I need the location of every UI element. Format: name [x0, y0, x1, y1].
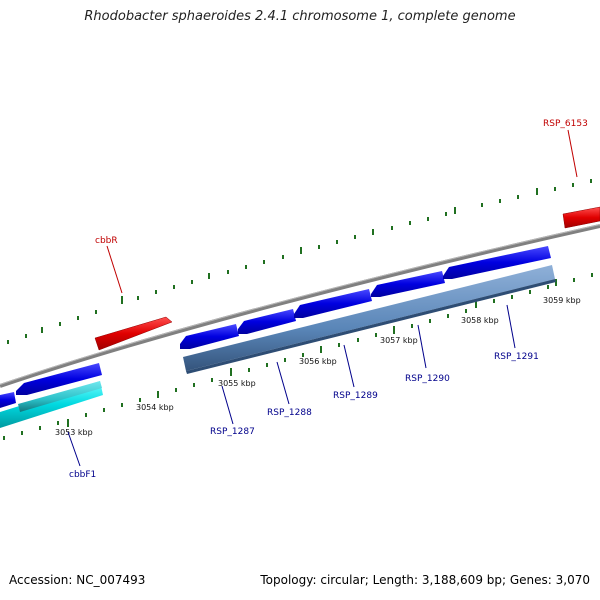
label-cbbr: cbbR [95, 236, 118, 246]
outer-scale-ticks [7, 179, 592, 344]
label-rsp-1291: RSP_1291 [494, 352, 539, 362]
map-title: Rhodobacter sphaeroides 2.4.1 chromosome… [84, 9, 516, 24]
gene-cbbp[interactable] [16, 363, 102, 395]
gene-rsp-1287[interactable] [180, 324, 239, 349]
gene-rsp-6153[interactable] [562, 206, 600, 229]
accession-label: Accession: NC_007493 [9, 573, 146, 587]
chromosome-backbone [0, 224, 600, 388]
scale-label-3056: 3056 kbp [299, 357, 337, 366]
label-cbbf1: cbbF1 [69, 470, 96, 480]
label-rsp-1287: RSP_1287 [210, 427, 255, 437]
cds-band-track [0, 265, 556, 428]
scale-label-3059: 3059 kbp [543, 296, 581, 305]
label-rsp-1290: RSP_1290 [405, 374, 450, 384]
label-rsp-6153: RSP_6153 [543, 119, 588, 129]
gene-rsp-1288[interactable] [238, 309, 296, 334]
inner-scale-ticks [3, 273, 593, 440]
scale-label-3055: 3055 kbp [218, 379, 256, 388]
gene-cbbr[interactable] [94, 316, 173, 351]
label-leaders [67, 129, 578, 467]
scale-label-3054: 3054 kbp [136, 403, 174, 412]
label-rsp-1288: RSP_1288 [267, 408, 312, 418]
scale-label-3057: 3057 kbp [380, 336, 418, 345]
cds-band-blue [183, 265, 555, 371]
gene-rsp-1289[interactable] [294, 289, 372, 318]
scale-label-3058: 3058 kbp [461, 316, 499, 325]
gene-rsp-1290[interactable] [371, 271, 445, 297]
reverse-gene-track [0, 246, 551, 408]
gene-cbbf1-partial[interactable] [0, 392, 16, 408]
gene-rsp-1291[interactable] [443, 246, 551, 279]
scale-label-3053: 3053 kbp [55, 428, 93, 437]
label-rsp-1289: RSP_1289 [333, 391, 378, 401]
genome-summary: Topology: circular; Length: 3,188,609 bp… [260, 573, 590, 587]
